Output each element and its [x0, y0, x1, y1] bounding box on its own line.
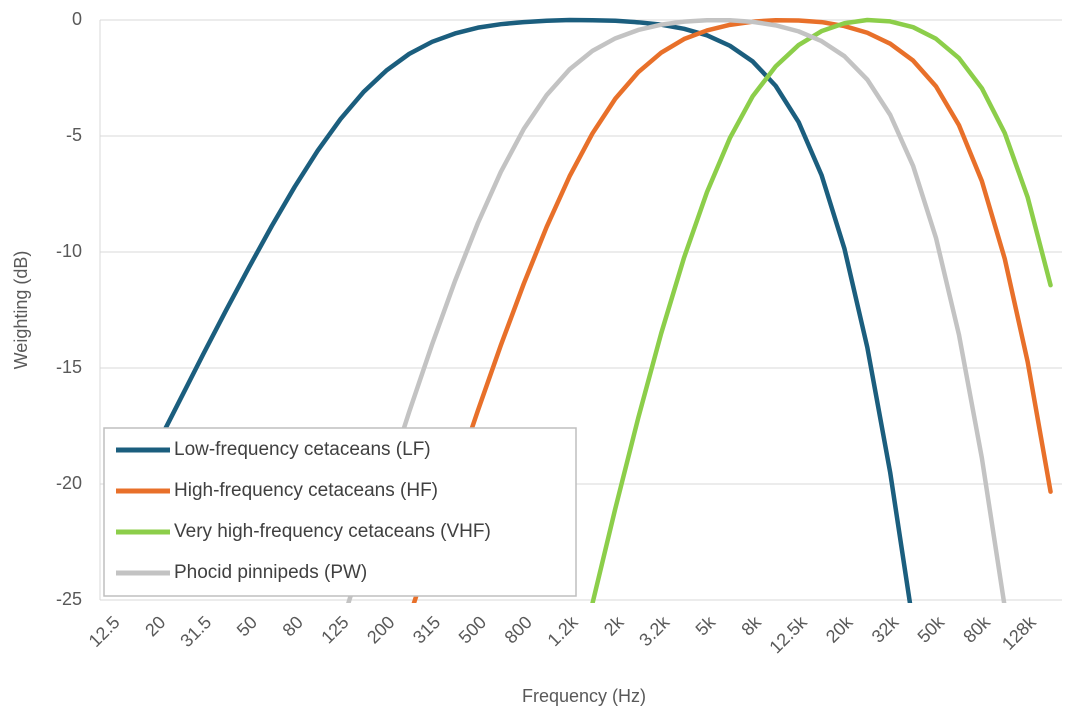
series-line: [590, 17, 1053, 603]
x-tick-label: 80: [279, 612, 307, 640]
legend-label: Phocid pinnipeds (PW): [174, 562, 367, 583]
x-tick-label: 50: [233, 612, 261, 640]
series-line: [411, 17, 1053, 603]
x-tick-label: 315: [409, 612, 444, 647]
x-tick-label: 800: [501, 612, 536, 647]
x-tick-label: 12.5: [85, 612, 124, 651]
x-tick-label: 500: [455, 612, 490, 647]
x-tick-label: 8k: [737, 611, 765, 639]
series-line: [346, 17, 1007, 603]
x-tick-label: 200: [363, 612, 398, 647]
x-tick-label: 50k: [914, 611, 949, 646]
y-tick-label: -10: [56, 241, 82, 261]
x-tick-label: 125: [317, 612, 352, 647]
y-tick-label: -20: [56, 473, 82, 493]
legend-box: [103, 427, 577, 597]
x-axis-label: Frequency (Hz): [522, 686, 646, 706]
legend: Low-frequency cetaceans (LF) High-frequen…: [103, 427, 577, 597]
x-tick-label: 20: [141, 612, 169, 640]
legend-label: High-frequency cetaceans (HF): [174, 480, 438, 501]
x-tick-label: 2k: [600, 611, 628, 639]
plot-area: [109, 17, 1053, 603]
series-line: [109, 17, 913, 603]
x-tick-label: 32k: [868, 611, 903, 646]
legend-label: Low-frequency cetaceans (LF): [174, 439, 431, 460]
x-tick-label: 128k: [998, 611, 1040, 653]
y-tick-label: 0: [72, 9, 82, 29]
x-tick-label: 80k: [959, 611, 994, 646]
x-tick-label: 20k: [822, 611, 857, 646]
legend-label: Very high-frequency cetaceans (VHF): [174, 521, 491, 542]
y-axis-label: Weighting (dB): [11, 251, 31, 370]
y-tick-label: -25: [56, 589, 82, 609]
x-tick-label: 3.2k: [635, 611, 674, 650]
x-tick-label: 31.5: [176, 612, 215, 651]
x-tick-label: 1.2k: [544, 611, 583, 650]
x-tick-label: 5k: [692, 611, 720, 639]
x-tick-label: 12.5k: [765, 611, 811, 657]
y-tick-label: -15: [56, 357, 82, 377]
y-tick-label: -5: [66, 125, 82, 145]
